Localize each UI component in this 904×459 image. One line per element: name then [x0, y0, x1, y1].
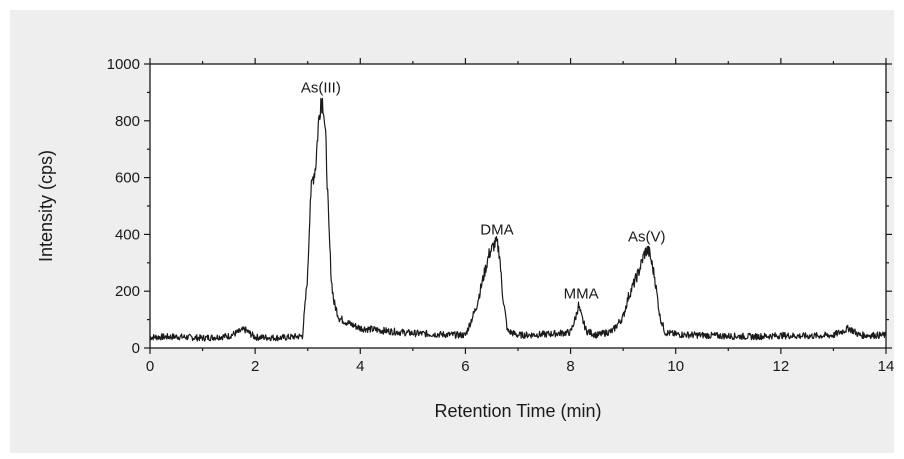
- x-axis-label: Retention Time (min): [434, 401, 601, 421]
- y-tick-label: 1000: [107, 56, 140, 73]
- plot-area: [150, 64, 886, 348]
- y-tick-label: 400: [115, 226, 140, 243]
- peak-annotations: As(III) DMA MMA As(V): [301, 79, 666, 302]
- x-tick-label: 10: [667, 358, 684, 375]
- x-tick-label: 6: [461, 358, 469, 375]
- y-axis-label: Intensity (cps): [36, 150, 56, 262]
- peak-label: MMA: [564, 285, 599, 302]
- tick-labels: 0 2 4 6 8 10 12 14 0 200 400 600 800 1000: [107, 56, 895, 375]
- y-tick-label: 200: [115, 283, 140, 300]
- peak-label: DMA: [480, 221, 513, 238]
- peak-label: As(V): [628, 229, 666, 246]
- x-tick-label: 0: [146, 358, 154, 375]
- y-tick-label: 600: [115, 170, 140, 187]
- intensity-trace: [149, 97, 887, 342]
- plot-frame: [149, 63, 887, 349]
- y-tick-label: 0: [132, 340, 140, 357]
- x-tick-label: 2: [251, 358, 259, 375]
- x-tick-label: 4: [356, 358, 364, 375]
- x-tick-label: 8: [566, 358, 574, 375]
- x-tick-label: 12: [773, 358, 790, 375]
- x-tick-label: 14: [878, 358, 895, 375]
- y-tick-label: 800: [115, 113, 140, 130]
- peak-label: As(III): [301, 79, 341, 96]
